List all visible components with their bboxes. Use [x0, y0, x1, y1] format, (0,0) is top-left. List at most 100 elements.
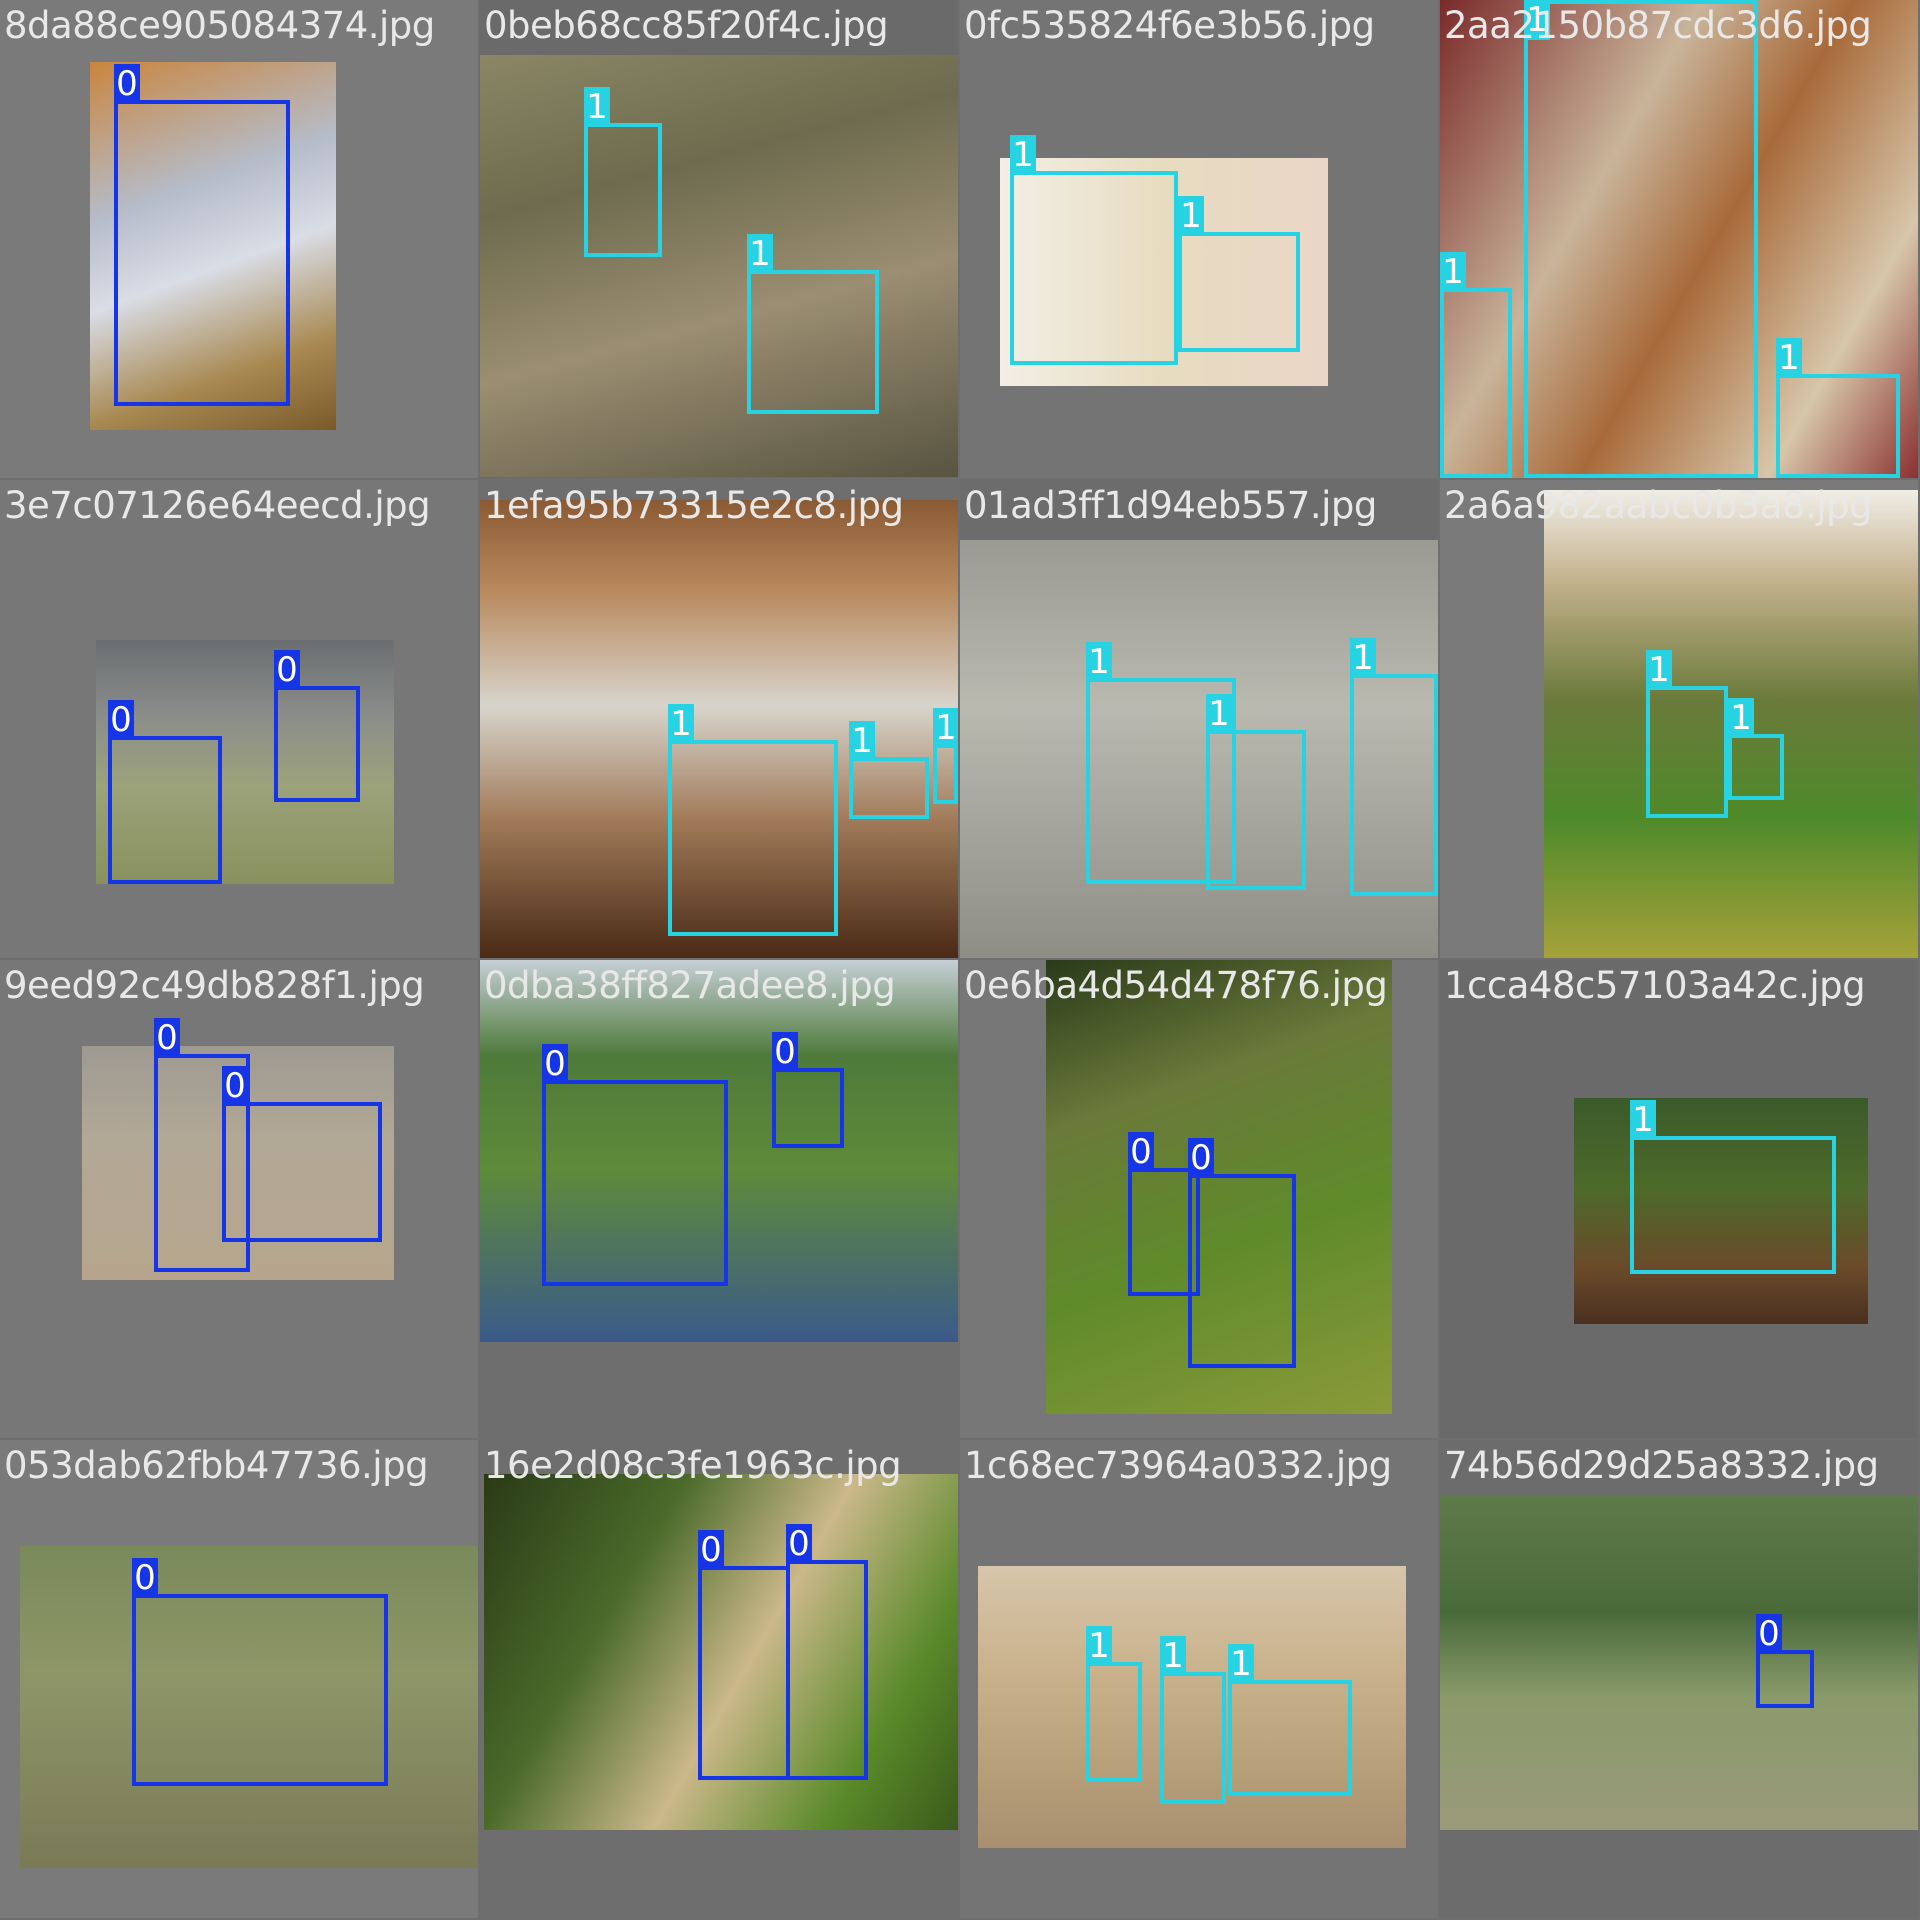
box-class-label: 1 — [1206, 694, 1232, 734]
box-class-label: 0 — [1756, 1614, 1782, 1654]
tile-photo — [1574, 1098, 1868, 1324]
box-class-label: 1 — [1728, 698, 1754, 738]
mosaic-tile: 0 0 0e6ba4d54d478f76.jpg — [960, 960, 1438, 1438]
bounding-box: 1 — [668, 704, 838, 936]
tile-filename: 16e2d08c3fe1963c.jpg — [484, 1444, 902, 1487]
box-class-label: 0 — [772, 1032, 798, 1072]
bounding-box: 1 — [1524, 0, 1758, 478]
box-class-label: 1 — [1776, 338, 1802, 378]
box-class-label: 1 — [849, 721, 875, 761]
tile-filename: 0e6ba4d54d478f76.jpg — [964, 964, 1388, 1007]
mosaic-tile: 0 74b56d29d25a8332.jpg — [1440, 1440, 1918, 1918]
tile-filename: 74b56d29d25a8332.jpg — [1444, 1444, 1879, 1487]
box-class-label: 1 — [1178, 196, 1204, 236]
tile-photo — [96, 640, 394, 884]
box-class-label: 1 — [1630, 1100, 1656, 1140]
bounding-box: 1 — [747, 234, 879, 414]
mosaic-tile: 0 0 16e2d08c3fe1963c.jpg — [480, 1440, 958, 1918]
box-class-label: 1 — [1010, 135, 1036, 175]
mosaic-tile: 0 8da88ce905084374.jpg — [0, 0, 478, 478]
box-class-label: 0 — [542, 1044, 568, 1084]
box-class-label: 0 — [132, 1558, 158, 1598]
bounding-box: 1 — [1630, 1100, 1836, 1274]
mosaic-tile: 1 1 0beb68cc85f20f4c.jpg — [480, 0, 958, 478]
box-class-label: 1 — [1086, 1626, 1112, 1666]
box-class-label: 0 — [1188, 1138, 1214, 1178]
box-class-label: 1 — [1086, 642, 1112, 682]
bounding-box: 0 — [108, 700, 222, 884]
tile-photo — [20, 1546, 478, 1868]
mosaic-tile: 0 0 3e7c07126e64eecd.jpg — [0, 480, 478, 958]
tile-filename: 3e7c07126e64eecd.jpg — [4, 484, 431, 527]
tile-filename: 2aa2150b87cdc3d6.jpg — [1444, 4, 1872, 47]
box-class-label: 1 — [747, 234, 773, 274]
bounding-box: 1 — [1086, 1626, 1142, 1782]
box-class-label: 0 — [786, 1524, 812, 1564]
box-class-label: 1 — [668, 704, 694, 744]
mosaic-tile: 1 1 2a6a982aabc0b3a8.jpg — [1440, 480, 1918, 958]
tile-photo — [480, 55, 958, 477]
mosaic-tile: 1 1 1 1efa95b73315e2c8.jpg — [480, 480, 958, 958]
mosaic-tile: 0 0 9eed92c49db828f1.jpg — [0, 960, 478, 1438]
tile-filename: 2a6a982aabc0b3a8.jpg — [1444, 484, 1873, 527]
tile-filename: 053dab62fbb47736.jpg — [4, 1444, 429, 1487]
bounding-box: 0 — [698, 1530, 790, 1780]
box-class-label: 0 — [274, 650, 300, 690]
bounding-box: 1 — [1646, 650, 1728, 818]
bounding-box: 0 — [772, 1032, 844, 1148]
tile-filename: 0fc535824f6e3b56.jpg — [964, 4, 1375, 47]
tile-photo — [480, 960, 958, 1342]
box-class-label: 0 — [154, 1018, 180, 1058]
box-class-label: 1 — [933, 708, 958, 748]
tile-filename: 0dba38ff827adee8.jpg — [484, 964, 896, 1007]
box-class-label: 1 — [1646, 650, 1672, 690]
box-class-label: 0 — [114, 64, 140, 104]
mosaic-tile: 1 1 0fc535824f6e3b56.jpg — [960, 0, 1438, 478]
bounding-box: 1 — [1178, 196, 1300, 352]
mosaic-tile: 1 1 1 2aa2150b87cdc3d6.jpg — [1440, 0, 1918, 478]
mosaic-tile: 1 1 1 01ad3ff1d94eb557.jpg — [960, 480, 1438, 958]
bounding-box: 1 — [1010, 135, 1178, 365]
bounding-box: 1 — [1350, 638, 1438, 896]
mosaic-tile: 1 1cca48c57103a42c.jpg — [1440, 960, 1918, 1438]
bounding-box: 1 — [1206, 694, 1306, 890]
box-class-label: 1 — [1524, 0, 1550, 40]
tile-filename: 01ad3ff1d94eb557.jpg — [964, 484, 1377, 527]
bounding-box: 1 — [1086, 642, 1236, 884]
tile-photo — [1046, 960, 1392, 1414]
tile-filename: 1c68ec73964a0332.jpg — [964, 1444, 1392, 1487]
box-class-label: 0 — [222, 1066, 248, 1106]
tile-photo — [480, 500, 958, 958]
tile-filename: 8da88ce905084374.jpg — [4, 4, 435, 47]
box-class-label: 1 — [584, 87, 610, 127]
tile-photo — [1440, 0, 1918, 478]
tile-filename: 9eed92c49db828f1.jpg — [4, 964, 425, 1007]
bounding-box: 1 — [1160, 1636, 1226, 1804]
mosaic-tile: 0 0 0dba38ff827adee8.jpg — [480, 960, 958, 1438]
bounding-box: 1 — [584, 87, 662, 257]
bounding-box: 0 — [222, 1066, 382, 1242]
tile-filename: 1cca48c57103a42c.jpg — [1444, 964, 1866, 1007]
bounding-box: 0 — [786, 1524, 868, 1780]
box-class-label: 1 — [1350, 638, 1376, 678]
bounding-box: 1 — [1776, 338, 1900, 478]
bounding-box: 0 — [542, 1044, 728, 1286]
bounding-box: 1 — [849, 721, 929, 819]
tile-photo — [960, 540, 1438, 958]
bounding-box: 1 — [1728, 698, 1784, 800]
bounding-box: 0 — [1128, 1132, 1200, 1296]
bounding-box: 0 — [1756, 1614, 1814, 1708]
bounding-box: 1 — [1228, 1644, 1352, 1796]
bounding-box: 1 — [933, 708, 958, 804]
bounding-box: 0 — [154, 1018, 250, 1272]
mosaic-tile: 1 1 1 1c68ec73964a0332.jpg — [960, 1440, 1438, 1918]
box-class-label: 0 — [1128, 1132, 1154, 1172]
tile-filename: 0beb68cc85f20f4c.jpg — [484, 4, 889, 47]
tile-photo — [90, 62, 336, 430]
bounding-box: 0 — [1188, 1138, 1296, 1368]
bounding-box: 1 — [1440, 252, 1512, 478]
box-class-label: 1 — [1440, 252, 1466, 292]
box-class-label: 0 — [698, 1530, 724, 1570]
bounding-box: 0 — [114, 64, 290, 406]
tile-filename: 1efa95b73315e2c8.jpg — [484, 484, 904, 527]
